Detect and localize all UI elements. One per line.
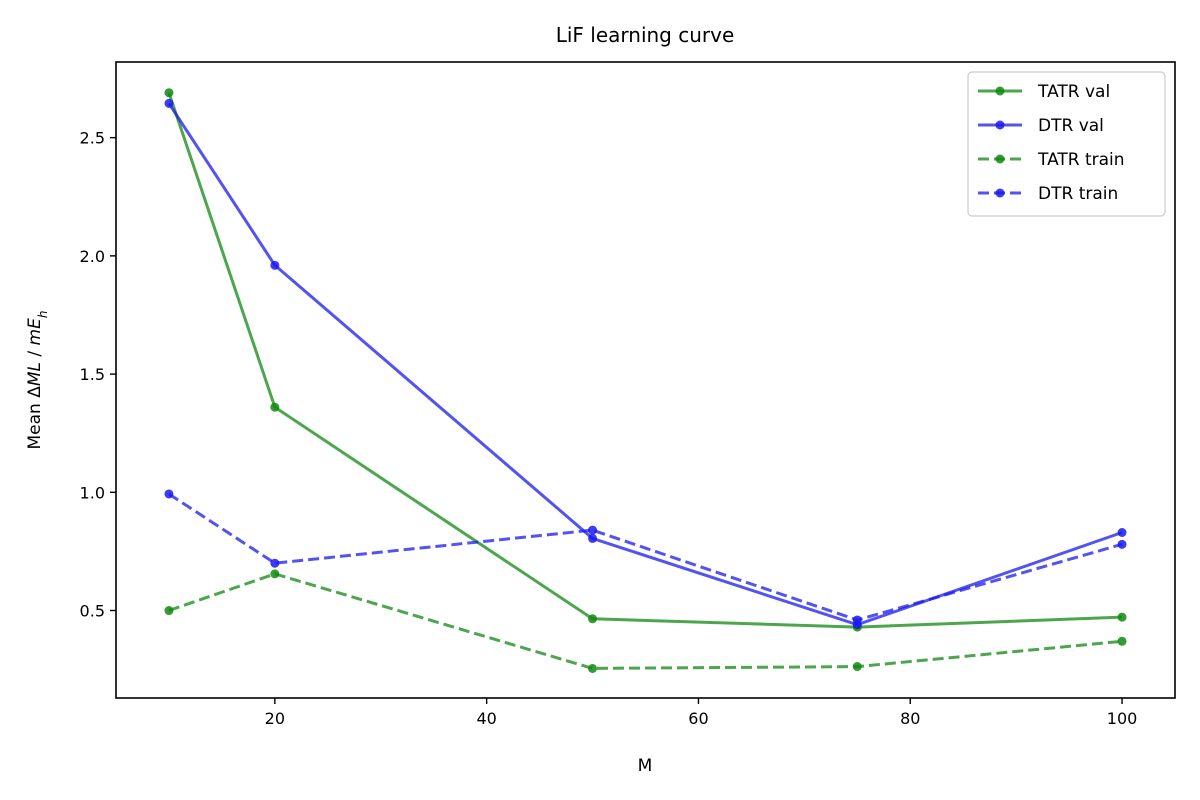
data-point-dtr-val [270,260,280,270]
data-point-tatr-val [164,88,174,98]
legend-label: DTR train [1038,184,1118,204]
data-point-tatr-val [270,402,280,412]
data-point-tatr-val [1117,612,1127,622]
legend-label: TATR train [1037,150,1125,170]
data-point-tatr-train [588,663,598,673]
legend-marker [995,188,1005,198]
series-line-tatr-train [168,572,1123,670]
x-axis-label: M [638,756,653,776]
data-point-dtr-val [164,98,174,108]
data-point-tatr-train [164,606,174,616]
legend-marker [995,154,1005,164]
x-tick-label: 40 [476,709,496,728]
axes-frame [115,61,1176,699]
legend-marker [995,86,1005,96]
series-line-dtr-train [168,492,1123,622]
legend-box [967,71,1166,217]
x-tick-label: 60 [688,709,708,728]
chart-title: LiF learning curve [556,23,735,47]
legend-label: TATR val [1037,82,1110,102]
y-tick-label: 2.0 [80,247,105,266]
data-point-dtr-val [588,533,598,543]
y-tick-label: 1.5 [80,365,105,384]
legend: TATR val DTR val TATR train DTR train [967,71,1166,217]
data-point-tatr-val [588,614,598,624]
x-tick-label: 80 [900,709,920,728]
legend-marker [995,120,1005,130]
data-point-dtr-train [270,558,280,568]
x-tick-label: 20 [265,709,285,728]
data-point-dtr-train [164,489,174,499]
y-tick-label: 0.5 [80,602,105,621]
data-point-dtr-train [852,615,862,625]
data-point-dtr-train [1117,539,1127,549]
data-point-tatr-train [270,569,280,579]
y-tick-label: 2.5 [80,129,105,148]
data-point-dtr-val [1117,527,1127,537]
data-point-tatr-train [852,662,862,672]
y-tick-label: 1.0 [80,483,105,502]
legend-label: DTR val [1038,116,1104,136]
data-point-tatr-train [1117,636,1127,646]
plot-area: 20 40 60 80 100 0.5 1.0 1.5 2.0 2.5 [80,61,1176,728]
data-point-dtr-train [588,525,598,535]
x-tick-label: 100 [1107,709,1138,728]
y-axis-label: Mean ΔML / mEh [25,311,50,450]
